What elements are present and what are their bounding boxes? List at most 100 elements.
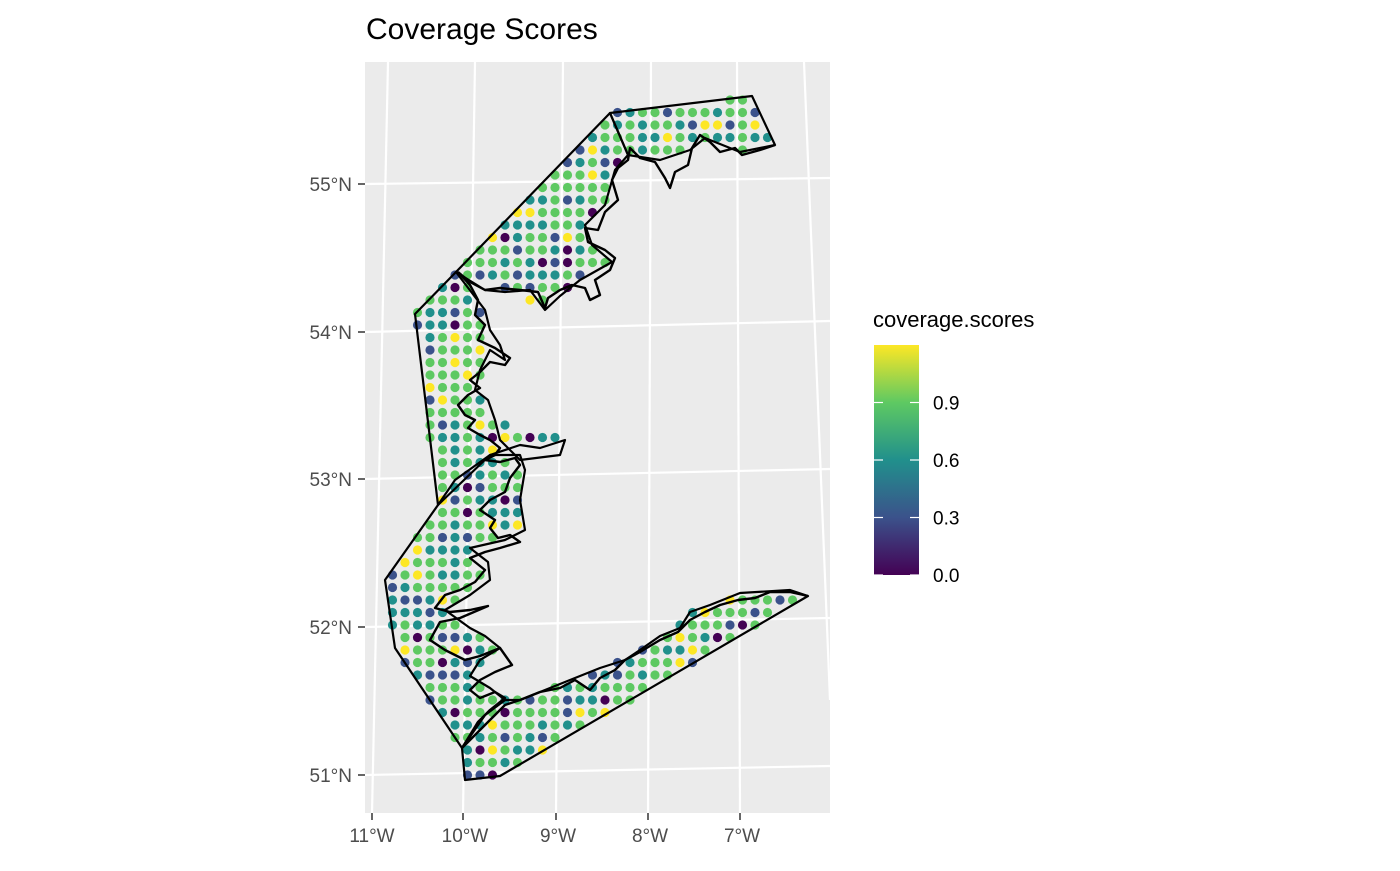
coverage-point — [662, 107, 673, 118]
coverage-point — [737, 107, 748, 118]
coverage-point — [525, 745, 535, 755]
coverage-point — [425, 545, 435, 555]
coverage-point — [437, 370, 448, 380]
coverage-point — [600, 120, 610, 130]
coverage-point — [425, 370, 435, 380]
coverage-point — [550, 432, 560, 443]
coverage-point — [437, 457, 448, 468]
y-tick-label-54n: 54°N — [310, 323, 352, 344]
coverage-point — [550, 257, 560, 268]
coverage-point — [575, 695, 585, 705]
coverage-point — [487, 745, 498, 755]
coverage-point — [525, 732, 535, 743]
coverage-point — [637, 145, 648, 155]
coverage-point — [700, 107, 710, 118]
coverage-point — [537, 195, 548, 205]
coverage-point — [475, 470, 485, 480]
coverage-point — [687, 132, 698, 143]
coverage-point — [437, 445, 448, 455]
coverage-point — [512, 482, 523, 493]
coverage-point — [575, 245, 585, 255]
coverage-point — [475, 732, 485, 743]
coverage-point — [462, 332, 473, 343]
coverage-point — [625, 120, 635, 130]
coverage-point — [425, 620, 435, 630]
coverage-point — [425, 657, 435, 668]
coverage-point — [425, 320, 435, 330]
coverage-point — [425, 607, 435, 618]
coastline-north — [457, 133, 776, 310]
coverage-point — [700, 645, 710, 655]
y-axis: 55°N 54°N 53°N 52°N 51°N — [310, 175, 365, 787]
coverage-point — [450, 645, 460, 655]
coverage-point — [712, 132, 723, 143]
coverage-point — [487, 757, 498, 768]
coverage-point — [600, 145, 610, 155]
coverage-point — [750, 120, 760, 130]
coverage-point — [500, 520, 510, 530]
coverage-point — [562, 232, 573, 243]
coverage-point — [587, 707, 598, 718]
coverage-point — [450, 295, 460, 305]
coverage-point — [462, 757, 473, 768]
coverage-point — [537, 432, 548, 443]
coverage-point — [575, 232, 585, 243]
coverage-point — [462, 457, 473, 468]
graticule-55n — [365, 176, 830, 186]
coverage-point — [637, 682, 648, 693]
coverage-point — [437, 282, 448, 293]
graticule-6w — [802, 62, 830, 701]
coverage-point — [637, 120, 648, 130]
coverage-point — [550, 282, 560, 293]
coverage-point — [587, 195, 598, 205]
coverage-point — [512, 732, 523, 743]
coverage-point — [475, 345, 485, 355]
coverage-point — [437, 357, 448, 368]
coverage-point — [600, 170, 610, 180]
coverage-point — [450, 445, 460, 455]
coverage-point — [537, 245, 548, 255]
coverage-point — [425, 420, 435, 430]
coverage-point — [662, 132, 673, 143]
coverage-point — [437, 507, 448, 518]
coverage-point — [700, 620, 710, 630]
coverage-point — [562, 207, 573, 218]
coverage-point — [450, 545, 460, 555]
coverage-point — [537, 695, 548, 705]
coverage-point — [400, 632, 410, 643]
coverage-point — [437, 307, 448, 318]
coverage-point — [450, 407, 460, 418]
coverage-point — [425, 595, 435, 605]
coverage-point — [737, 132, 748, 143]
coverage-point — [600, 157, 610, 168]
coverage-point — [475, 745, 485, 755]
graticule-8w — [646, 62, 653, 813]
coverage-point — [437, 570, 448, 580]
coverage-point — [475, 707, 485, 718]
coverage-point — [512, 220, 523, 230]
coverage-point — [525, 432, 535, 443]
legend-tick-label: 0.6 — [933, 451, 959, 472]
coverage-point — [575, 207, 585, 218]
coverage-point — [437, 695, 448, 705]
coverage-point — [587, 182, 598, 193]
coverage-point — [450, 395, 460, 405]
coverage-point — [437, 470, 448, 480]
coverage-point — [700, 632, 710, 643]
coverage-point — [487, 470, 498, 480]
graticule — [365, 62, 830, 813]
coverage-point — [550, 695, 560, 705]
coverage-point — [425, 557, 435, 568]
coverage-point — [650, 107, 660, 118]
coverage-point — [750, 107, 760, 118]
y-tick-label-51n: 51°N — [310, 766, 352, 787]
coverage-point — [500, 420, 510, 430]
coverage-point — [650, 120, 660, 130]
coverage-point — [512, 432, 523, 443]
coverage-point — [387, 582, 398, 593]
coverage-point — [450, 357, 460, 368]
coverage-point — [437, 532, 448, 543]
x-tick-label-9w: 9°W — [540, 826, 576, 847]
coverage-point — [575, 220, 585, 230]
coverage-point — [412, 620, 423, 630]
